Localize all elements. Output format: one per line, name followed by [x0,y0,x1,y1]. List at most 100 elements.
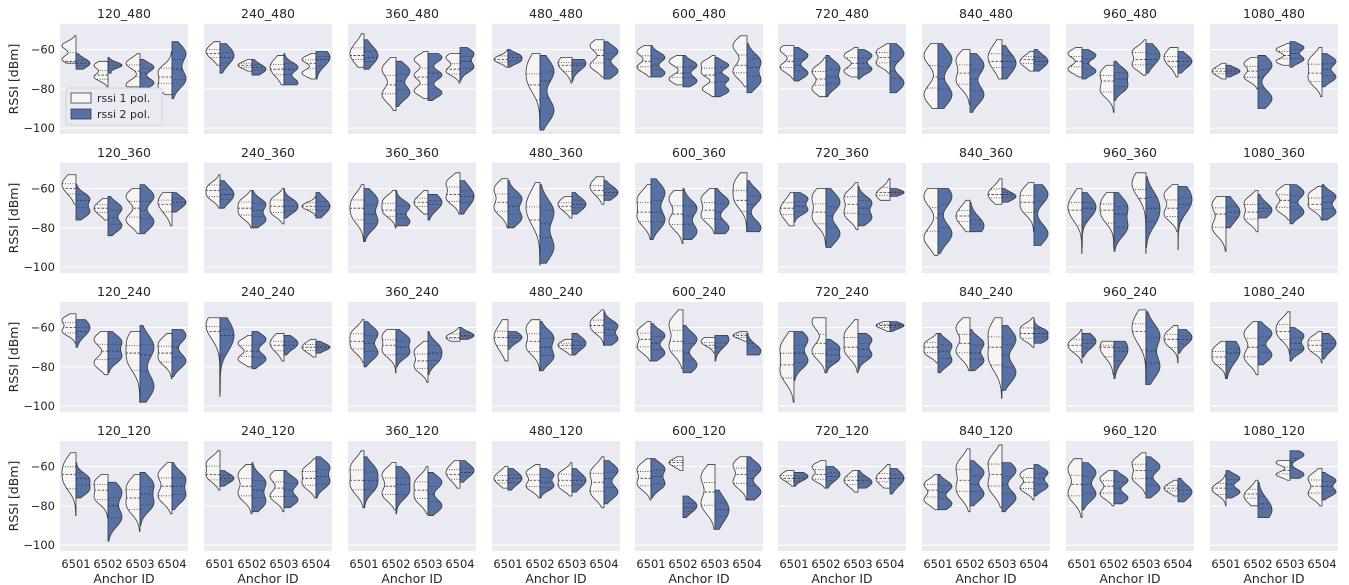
violin-rssi1-6504 [732,456,748,501]
violin-rssi2-6503 [1289,41,1305,68]
violin-rssi1-6504 [875,43,891,74]
violin-rssi2-6502 [682,188,698,241]
violin-rssi2-6502 [107,195,123,237]
violin-rssi1-6503 [843,319,859,374]
panel-title: 1080_120 [1243,423,1305,438]
violin-rssi2-6502 [395,190,411,227]
x-tick-label: 6504 [1019,557,1048,571]
violin-rssi2-6503 [139,184,155,235]
violin-rssi1-6503 [1131,452,1147,495]
violin-rssi1-6502 [955,49,971,105]
violin-rssi1-6502 [525,53,541,129]
violin-rssi2-6503 [283,53,299,86]
violin-rssi2-6503 [283,470,299,509]
violin-rssi2-6503 [1145,43,1161,74]
violin-rssi1-6502 [811,188,827,246]
legend-label: rssi 2 pol. [97,108,150,121]
violin-rssi1-6503 [269,470,285,513]
violin-rssi1-6504 [732,35,748,88]
violin-rssi2-6503 [857,186,873,227]
violin-rssi2-6501 [219,43,235,74]
violin-rssi2-6501 [507,468,523,491]
y-tick-label: −100 [23,399,55,413]
x-tick-label: 6504 [1163,557,1192,571]
violin-rssi2-6504 [459,47,475,82]
violin-rssi2-6504 [603,311,619,346]
x-tick-label: 6502 [525,557,554,571]
violin-rssi1-6503 [557,195,573,219]
violin-rssi2-6503 [857,49,873,80]
violin-rssi2-6504 [315,192,331,219]
violin-rssi1-6502 [668,190,684,244]
violin-rssi2-6503 [427,53,443,102]
violin-rssi2-6503 [714,56,730,98]
y-tick-label: −80 [31,360,55,374]
violin-rssi2-6502 [1113,192,1129,252]
violin-rssi1-6504 [1307,331,1323,364]
violin-rssi2-6501 [1225,470,1241,499]
violin-rssi2-6502 [395,60,411,107]
x-axis-label: Anchor ID [1243,571,1304,585]
panel-title: 480_360 [529,145,583,160]
violin-rssi2-6503 [283,334,299,356]
violin-rssi1-6501 [636,184,652,241]
y-tick-label: −100 [23,260,55,274]
violin-rssi2-6501 [1225,340,1241,380]
x-tick-label: 6501 [636,557,665,571]
panel-600_240: 600_240 [635,284,763,412]
violin-rssi1-6504 [1307,468,1323,507]
violin-rssi2-6504 [746,333,762,356]
violin-rssi1-6503 [843,182,859,231]
panel-title: 120_120 [97,423,151,438]
violin-rssi2-6502 [682,495,698,519]
x-tick-label: 6503 [987,557,1016,571]
violin-rssi2-6504 [1033,49,1049,72]
violin-rssi1-6504 [875,464,891,489]
violin-rssi2-6502 [251,462,267,513]
x-axis-label: Anchor ID [811,571,872,585]
panel-title: 1080_240 [1243,284,1305,299]
violin-rssi2-6502 [825,188,841,248]
violin-rssi2-6502 [969,53,985,113]
violin-rssi1-6502 [811,317,827,374]
violin-rssi2-6502 [539,184,555,264]
panel-title: 840_240 [959,284,1013,299]
violin-rssi2-6501 [507,49,523,68]
panel-480_240: 480_240 [492,284,620,412]
violin-rssi2-6501 [650,323,666,362]
x-tick-label: 6501 [61,557,90,571]
violin-rssi1-6501 [923,43,939,109]
violin-rssi2-6502 [682,325,698,374]
violin-rssi1-6504 [1019,317,1035,348]
panel-title: 360_480 [385,6,439,21]
panel-title: 480_480 [529,6,583,21]
violin-rssi1-6501 [205,41,221,66]
violin-rssi1-6503 [987,39,1003,80]
panel-title: 480_240 [529,284,583,299]
violin-rssi1-6503 [269,55,285,86]
panel-120_240: 120_240 −60 −80 −100 [23,284,188,413]
panel-360_240: 360_240 [348,284,476,412]
x-tick-label: 6503 [1275,557,1304,571]
violin-rssi1-6502 [955,317,971,372]
violin-rssi1-6501 [1067,329,1083,364]
x-axis-label: Anchor ID [955,571,1016,585]
violin-rssi2-6503 [571,192,587,215]
y-tick-label: −60 [31,43,55,57]
violin-rssi2-6501 [1081,333,1097,358]
violin-rssi1-6502 [1099,340,1115,376]
x-tick-label: 6504 [732,557,761,571]
y-axis-label: RSSI [dBm] [6,44,21,115]
violin-rssi2-6504 [1321,53,1337,88]
violin-rssi1-6504 [445,460,461,489]
violin-rssi1-6502 [955,448,971,513]
y-axis-label: RSSI [dBm] [6,183,21,254]
panel-title: 840_360 [959,145,1013,160]
violin-rssi1-6503 [1275,311,1291,356]
violin-rssi1-6503 [700,464,716,530]
panel-960_480: 960_480 [1066,6,1194,134]
panel-240_360: 240_360 [204,145,332,273]
